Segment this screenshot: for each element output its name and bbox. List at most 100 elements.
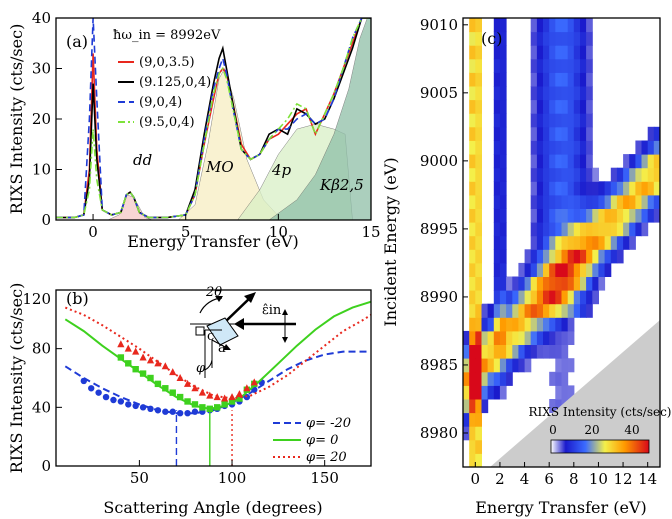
heatmap-cell [567,235,575,250]
heatmap-cell [561,72,569,87]
heatmap-cell [536,45,544,60]
heatmap-cell [530,222,538,237]
heatmap-cell [604,194,612,209]
heatmap-cell [463,371,470,386]
region-label-kbeta: Kβ2,5 [319,176,364,194]
heatmap-cell [573,194,581,209]
heatmap-cell [475,126,482,141]
heatmap-cell [499,18,507,33]
heatmap-cell [573,18,581,33]
heatmap-cell [530,262,538,277]
heatmap-cell [530,194,538,209]
heatmap-cell [481,344,489,359]
heatmap-cell [493,317,501,332]
panel-a-xtick-label-3: 15 [361,223,380,241]
heatmap-cell [586,262,593,277]
heatmap-cell [475,453,482,467]
heatmap-cell [493,181,501,196]
heatmap-cell [469,249,476,264]
heatmap-cell [567,222,575,237]
heatmap-cell [530,113,538,128]
heatmap-cell [653,167,660,182]
panel-b-point [102,393,110,401]
heatmap-cell [641,140,649,155]
heatmap-cell [499,99,507,114]
heatmap-cell [469,235,476,250]
heatmap-cell [475,194,482,209]
heatmap-cell [543,45,550,60]
heatmap-cell [549,154,556,169]
heatmap-cell [536,31,544,46]
heatmap-cell [512,303,519,318]
heatmap-cell [549,72,556,87]
heatmap-cell [567,317,575,332]
heatmap-cell [623,194,630,209]
heatmap-cell [499,330,507,345]
heatmap-cell [512,276,519,291]
heatmap-cell [561,18,569,33]
inset-phi-label: φ [196,361,206,376]
heatmap-cell [567,167,575,182]
heatmap-cell [524,276,532,291]
heatmap-cell [469,276,476,291]
panel-b-point [191,401,199,408]
heatmap-cell [512,317,519,332]
heatmap-cell [567,208,575,223]
heatmap-cell [543,249,550,264]
heatmap-cell [604,262,612,277]
heatmap-cell [543,290,550,305]
heatmap-cell [629,167,636,182]
heatmap-cell [647,194,655,209]
heatmap-cell [598,235,606,250]
heatmap-cell [499,290,507,305]
heatmap-cell [604,222,612,237]
heatmap-cell [469,113,476,128]
heatmap-cell [530,167,538,182]
panel-a-annotation: ħω_in = 8992eV [113,28,221,43]
heatmap-cell [469,99,476,114]
heatmap-cell [499,140,507,155]
heatmap-cell [530,99,538,114]
heatmap-cell [530,140,538,155]
heatmap-cell [561,371,569,386]
heatmap-cell [561,126,569,141]
heatmap-cell [543,140,550,155]
panel-b-point [117,398,125,405]
panel-b-point [176,393,184,401]
heatmap-cell [586,249,593,264]
heatmap-cell [543,317,550,332]
heatmap-cell [567,140,575,155]
heatmap-cell [549,140,556,155]
heatmap-cell [567,154,575,169]
heatmap-cell [604,249,612,264]
heatmap-cell [635,194,643,209]
colorbar-tick-20: 20 [584,423,599,437]
panel-b-fit-line-0 [64,350,371,415]
heatmap-cell [592,276,599,291]
heatmap-cell [536,154,544,169]
heatmap-cell [543,262,550,277]
heatmap-cell [506,330,513,345]
heatmap-cell [635,222,643,237]
heatmap-cell [580,140,587,155]
heatmap-cell [549,290,556,305]
heatmap-cell [647,167,655,182]
heatmap-cell [493,58,501,73]
heatmap-cell [567,194,575,209]
panel-a-ylabel: RIXS Intensity (cts/sec) [7,24,26,215]
heatmap-cell [549,262,556,277]
heatmap-cell [493,167,501,182]
heatmap-cell [543,58,550,73]
heatmap-cell [530,208,538,223]
panel-c-xtick-label-1: 2 [495,470,505,488]
heatmap-cell [536,303,544,318]
heatmap-cell [543,208,550,223]
heatmap-cell [536,344,544,359]
panel-b-point [147,374,154,382]
heatmap-cell [512,330,519,345]
heatmap-cell [499,344,507,359]
panel-c-ytick-label-6: 9010 [420,16,458,34]
heatmap-cell [592,222,599,237]
panel-b-xtick-label-1: 100 [218,469,247,487]
panel-b-point [117,354,125,361]
